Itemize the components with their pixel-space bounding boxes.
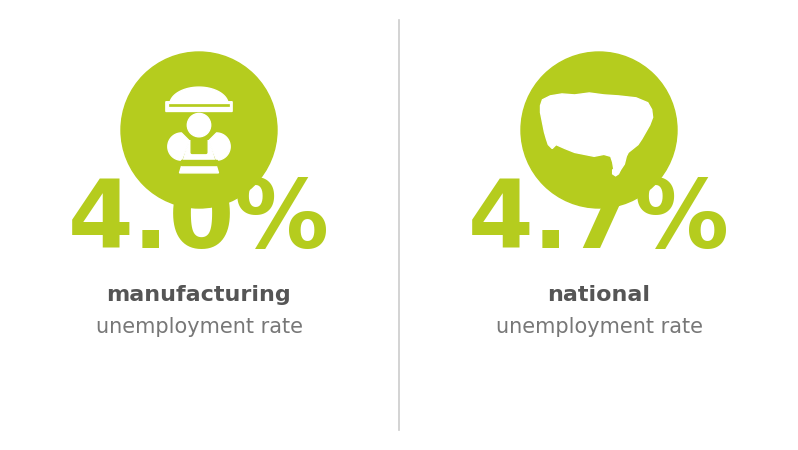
Text: manufacturing: manufacturing <box>107 285 291 305</box>
Polygon shape <box>209 133 230 160</box>
Circle shape <box>121 52 277 208</box>
Text: unemployment rate: unemployment rate <box>96 317 302 337</box>
Polygon shape <box>180 141 219 173</box>
FancyBboxPatch shape <box>166 102 232 112</box>
Polygon shape <box>170 87 228 105</box>
Circle shape <box>521 52 677 208</box>
Text: unemployment rate: unemployment rate <box>496 317 702 337</box>
Bar <box>181 160 216 165</box>
Circle shape <box>188 113 211 137</box>
FancyBboxPatch shape <box>192 140 207 153</box>
Polygon shape <box>540 93 653 172</box>
Polygon shape <box>613 168 621 176</box>
Polygon shape <box>168 133 189 160</box>
Text: national: national <box>547 285 650 305</box>
Text: 4.0%: 4.0% <box>68 176 330 268</box>
Text: 4.7%: 4.7% <box>468 176 730 268</box>
